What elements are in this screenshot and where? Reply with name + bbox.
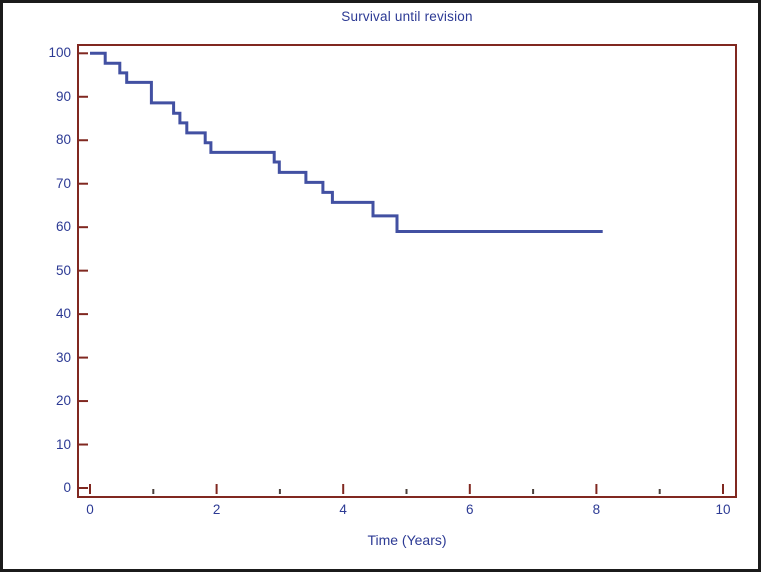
y-tick-label: 90: [55, 88, 71, 104]
y-tick-label: 20: [55, 393, 71, 409]
y-tick-label: 50: [55, 262, 71, 278]
survival-plot: [77, 44, 737, 498]
y-tick-label: 70: [55, 175, 71, 191]
y-tick-label: 100: [48, 45, 71, 61]
plot-area: [77, 44, 737, 498]
survival-curve: [90, 51, 603, 233]
y-tick-label: 60: [55, 219, 71, 235]
x-tick-label: 0: [86, 502, 94, 517]
x-tick-label: 4: [339, 502, 347, 517]
y-tick-label: 30: [55, 349, 71, 365]
y-tick-label: 10: [55, 436, 71, 452]
x-tick-label: 6: [466, 502, 474, 517]
y-tick-label: 40: [55, 306, 71, 322]
y-tick-label: 0: [63, 480, 71, 495]
chart-title: Survival until revision: [341, 9, 473, 24]
x-tick-label: 2: [212, 502, 221, 517]
y-tick-label: 80: [55, 132, 71, 148]
x-tick-label: 8: [592, 502, 601, 517]
x-tick-label: 10: [715, 502, 731, 517]
plot-frame: [77, 44, 737, 498]
x-axis-title: Time (Years): [367, 532, 447, 548]
